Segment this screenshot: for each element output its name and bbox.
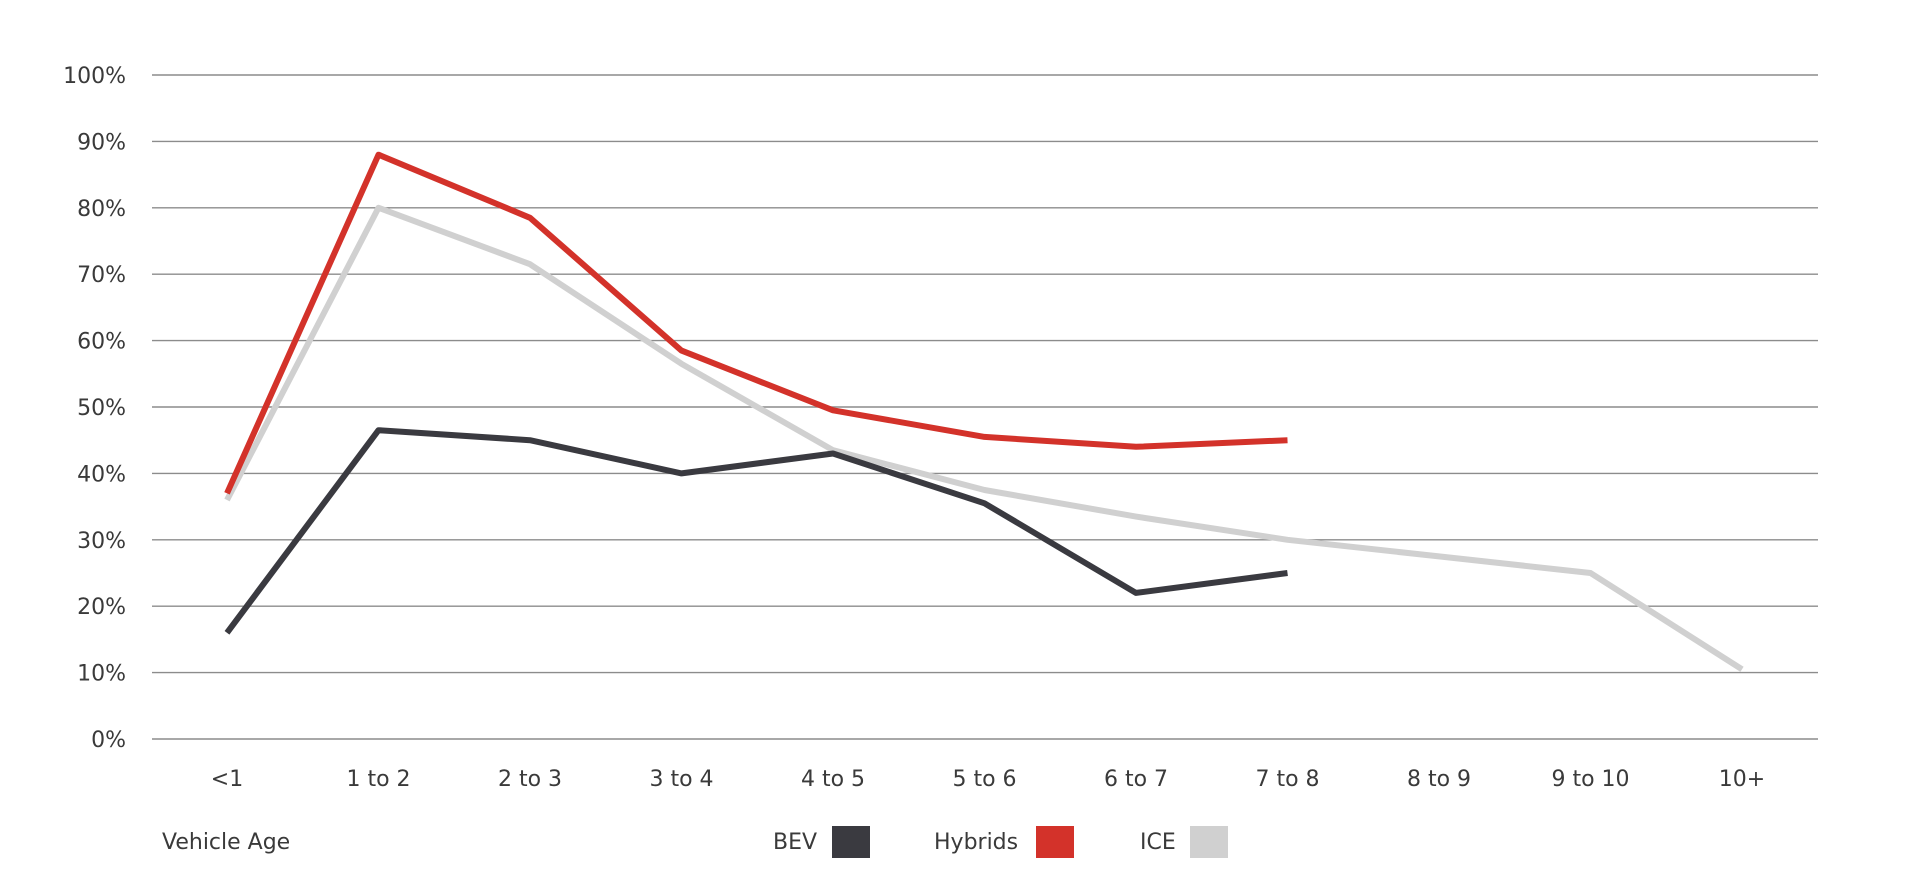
x-tick-label: 2 to 3: [498, 767, 562, 792]
y-tick-label: 30%: [77, 529, 126, 554]
legend: BEV Hybrids ICE: [773, 826, 1228, 858]
y-tick-label: 60%: [77, 330, 126, 355]
y-tick-label: 80%: [77, 197, 126, 222]
legend-swatch-ice: [1190, 826, 1228, 858]
series-line-ice: [224, 204, 1744, 672]
legend-swatch-hybrids: [1036, 826, 1074, 858]
series-line-hybrids: [224, 151, 1288, 495]
y-tick-label: 50%: [77, 396, 126, 421]
x-tick-label: 5 to 6: [952, 767, 1016, 792]
y-tick-label: 90%: [77, 130, 126, 155]
y-axis-ticks: 0% 10% 20% 30% 40% 50% 60% 70% 80% 90% 100%: [63, 64, 126, 753]
y-tick-label: 20%: [77, 595, 126, 620]
x-tick-label: 6 to 7: [1104, 767, 1168, 792]
y-tick-label: 70%: [77, 263, 126, 288]
series-line-bev: [224, 427, 1288, 635]
x-tick-label: 1 to 2: [346, 767, 410, 792]
legend-label-bev: BEV: [773, 830, 817, 855]
legend-swatch-bev: [832, 826, 870, 858]
gridlines: [152, 74, 1818, 740]
x-tick-label: 9 to 10: [1551, 767, 1629, 792]
series-lines: [224, 151, 1744, 672]
legend-label-hybrids: Hybrids: [934, 830, 1018, 855]
x-tick-label: 4 to 5: [801, 767, 865, 792]
y-tick-label: 100%: [63, 64, 126, 89]
y-tick-label: 40%: [77, 462, 126, 487]
y-tick-label: 0%: [91, 728, 126, 753]
legend-label-ice: ICE: [1140, 830, 1176, 855]
x-axis-ticks: <1 1 to 2 2 to 3 3 to 4 4 to 5 5 to 6 6 to 7 7 …: [211, 767, 1765, 792]
x-tick-label: 8 to 9: [1407, 767, 1471, 792]
x-tick-label: 7 to 8: [1255, 767, 1319, 792]
x-tick-label: <1: [211, 767, 243, 792]
y-tick-label: 10%: [77, 662, 126, 687]
x-axis-label: Vehicle Age: [162, 830, 290, 855]
x-tick-label: 3 to 4: [649, 767, 713, 792]
x-tick-label: 10+: [1719, 767, 1765, 792]
